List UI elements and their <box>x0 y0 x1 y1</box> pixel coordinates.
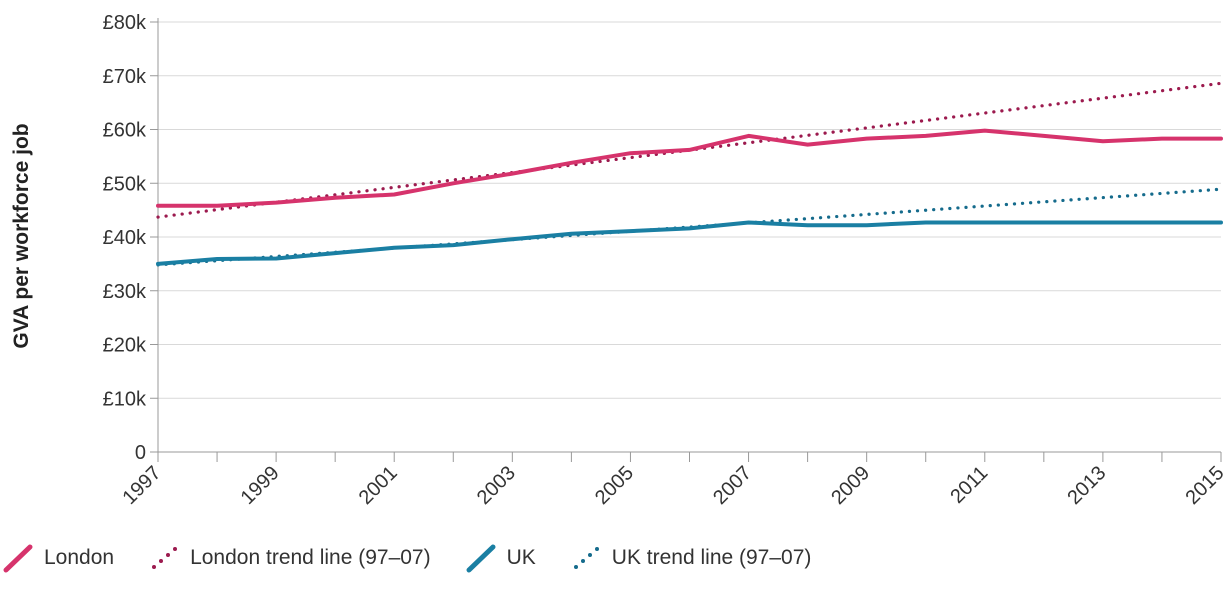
y-tick-label: £80k <box>103 12 147 34</box>
x-tick-label: 2003 <box>473 462 520 509</box>
y-tick-label: 0 <box>135 442 146 464</box>
legend-label-uk-trend: UK trend line (97–07) <box>611 546 812 569</box>
legend-item-london-trend: London trend line (97–07) <box>146 543 431 573</box>
chart-legend: London London trend line (97–07) UK UK t… <box>0 540 843 576</box>
y-axis-label: GVA per workforce job <box>10 123 33 348</box>
grid-lines <box>158 21 1221 399</box>
series-lines <box>156 81 1223 267</box>
legend-item-uk: UK <box>463 543 536 573</box>
x-tick-label: 2011 <box>946 462 992 508</box>
y-tick-label: £20k <box>103 335 147 357</box>
y-tick-label: £50k <box>103 173 147 195</box>
line-chart: 0 £10k £20k £30k £40k £50k £60k £70k £80k 1997 199… <box>10 12 1224 509</box>
y-tick-label: £40k <box>103 227 147 249</box>
legend-swatch-dotted-uk-trend <box>573 547 599 569</box>
x-tick-label: 2009 <box>827 462 874 509</box>
y-tick-label: £30k <box>103 281 147 303</box>
legend-swatch-solid-london <box>3 544 33 573</box>
series-line-uk <box>156 220 1223 266</box>
legend-label-london-trend: London trend line (97–07) <box>190 546 431 569</box>
legend-swatch-solid-uk <box>466 544 496 573</box>
y-tick-label: £10k <box>103 388 147 410</box>
x-tick-label: 2001 <box>355 462 402 509</box>
legend-item-london: London <box>0 543 114 573</box>
legend-swatch-dotted-london-trend <box>152 547 178 569</box>
series-line-london <box>156 128 1223 208</box>
y-tick-label: £70k <box>103 66 147 88</box>
x-tick-label: 2013 <box>1063 462 1110 509</box>
y-tick-label: £60k <box>103 120 147 142</box>
x-tick-label: 2005 <box>591 462 638 509</box>
legend-item-uk-trend: UK trend line (97–07) <box>568 543 812 573</box>
x-tick-label: 1997 <box>119 462 166 509</box>
x-tick-label: 2015 <box>1182 462 1224 509</box>
legend-label-uk: UK <box>506 546 536 569</box>
x-tick-label: 2007 <box>709 462 756 509</box>
legend-label-london: London <box>44 546 115 569</box>
axes <box>150 18 1222 462</box>
x-tick-label: 1999 <box>237 462 284 509</box>
